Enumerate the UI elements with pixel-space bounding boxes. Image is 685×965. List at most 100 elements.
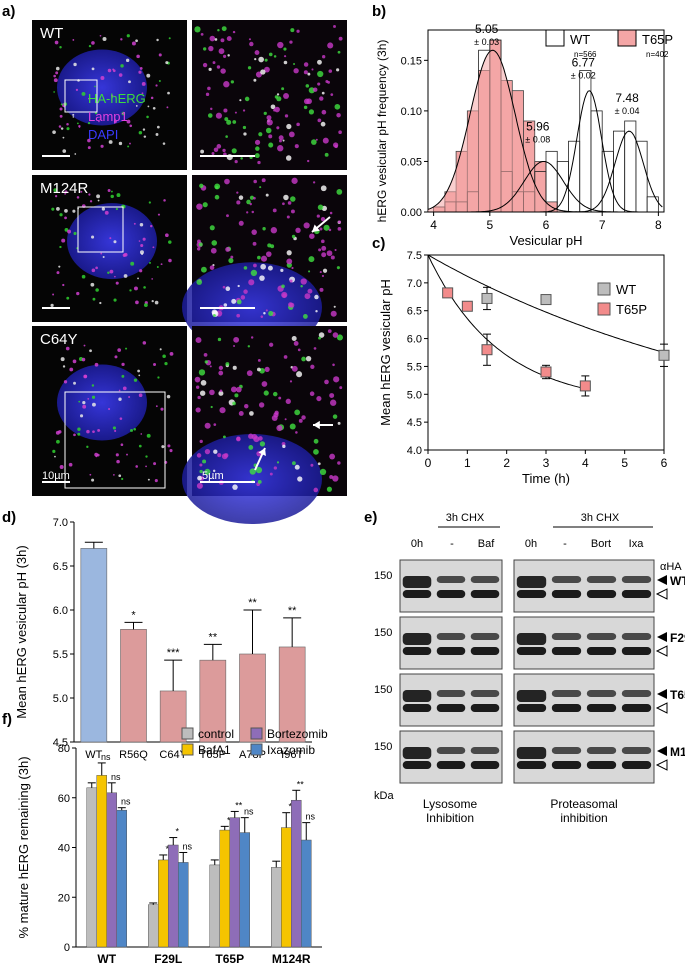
vesicle-dot <box>52 130 56 135</box>
vesicle-dot <box>195 385 200 389</box>
band-core <box>402 647 432 655</box>
vesicle-dot <box>138 374 141 377</box>
band-core <box>516 590 547 598</box>
band-core <box>516 761 547 769</box>
vesicle-dot <box>248 38 252 41</box>
mw-unit: kDa <box>374 790 394 802</box>
vesicle-dot <box>53 78 58 83</box>
vesicle-dot <box>334 144 338 149</box>
channel-legend-ha-herg: HA-hERG <box>88 91 146 106</box>
vesicle-dot <box>64 193 66 195</box>
data-point-wt <box>540 294 552 306</box>
vesicle-dot <box>213 423 217 426</box>
channel-legend-dapi: DAPI <box>88 127 118 142</box>
vesicle-dot <box>113 298 117 302</box>
x-tick-label-t65p: T65P <box>215 952 244 965</box>
significance-c64y: *** <box>167 647 181 659</box>
vesicle-dot <box>87 138 91 143</box>
lane-label-right-0: 0h <box>525 538 537 550</box>
band-mature <box>470 576 500 583</box>
vesicle-dot <box>223 108 228 113</box>
vesicle-dot <box>300 285 303 288</box>
vesicle-dot <box>74 153 77 155</box>
vesicle-dot <box>95 266 98 270</box>
vesicle-dot <box>141 92 144 95</box>
bar-wt-bortezomib <box>106 792 117 948</box>
vesicle-dot <box>303 70 308 75</box>
vesicle-dot <box>307 159 310 163</box>
vesicle-dot <box>237 284 240 288</box>
vesicle-dot <box>225 286 231 292</box>
band-mature <box>436 690 466 697</box>
vesicle-dot <box>147 478 150 481</box>
vesicle-dot <box>107 68 112 73</box>
vesicle-dot <box>329 393 335 399</box>
micrograph-right-0 <box>192 20 347 170</box>
vesicle-dot <box>146 73 151 78</box>
x-tick-label: 5 <box>486 218 493 232</box>
vesicle-dot <box>94 112 98 115</box>
vesicle-dot <box>69 367 74 372</box>
vesicle-dot <box>323 224 330 231</box>
vesicle-dot <box>287 201 292 205</box>
vesicle-dot <box>249 411 254 416</box>
vesicle-dot <box>218 390 224 396</box>
data-point-t65p <box>442 287 454 299</box>
vesicle-dot <box>92 430 95 434</box>
vesicle-dot <box>312 181 316 184</box>
vesicle-dot <box>228 257 234 264</box>
mature-arrowhead <box>657 746 667 756</box>
vesicle-dot <box>225 135 228 138</box>
treatment-label-right: 3h CHX <box>581 512 620 524</box>
vesicle-dot <box>168 37 171 40</box>
vesicle-dot <box>199 183 204 188</box>
vesicle-dot <box>92 297 96 301</box>
vesicle-dot <box>283 60 288 65</box>
vesicle-dot <box>252 241 257 246</box>
vesicle-dot <box>276 461 280 464</box>
y-tick-label: 6.0 <box>53 605 68 617</box>
band-core <box>516 704 547 712</box>
vesicle-dot <box>321 245 327 251</box>
vesicle-dot <box>135 465 138 468</box>
bar-m124r-bortezomib <box>291 799 302 948</box>
vesicle-dot <box>199 439 203 444</box>
data-point-wt <box>658 349 670 361</box>
legend-swatch-t65p <box>617 29 637 47</box>
vesicle-dot <box>242 125 247 130</box>
x-tick-label-i96t: I96T <box>281 749 303 761</box>
x-axis-label: Time (h) <box>522 471 570 486</box>
vesicle-dot <box>273 55 277 58</box>
vesicle-dot <box>138 240 141 242</box>
vesicle-dot <box>162 142 166 145</box>
vesicle-dot <box>329 211 333 215</box>
vesicle-dot <box>311 139 317 145</box>
mw-marker-2: 150 <box>374 684 392 696</box>
vesicle-dot <box>333 25 336 28</box>
vesicle-dot <box>288 131 295 138</box>
legend-label-control: control <box>198 727 234 741</box>
band-mature <box>621 576 652 583</box>
antibody-label: αHA <box>660 561 682 573</box>
vesicle-dot <box>195 407 201 413</box>
vesicle-dot <box>111 94 114 97</box>
vesicle-dot <box>95 288 99 292</box>
vesicle-dot <box>138 130 143 135</box>
mw-marker-1: 150 <box>374 627 392 639</box>
bar-wt-control <box>86 787 97 948</box>
legend-label-bortezomib: Bortezomib <box>267 727 328 741</box>
band-core <box>586 761 617 769</box>
vesicle-dot <box>293 341 299 346</box>
vesicle-dot <box>112 68 115 71</box>
vesicle-dot <box>143 286 146 289</box>
vesicle-dot <box>116 193 121 198</box>
vesicle-dot <box>115 207 118 211</box>
vesicle-dot <box>59 213 63 217</box>
vesicle-dot <box>219 389 223 393</box>
vesicle-dot <box>166 106 169 109</box>
lane-label-left-1: - <box>450 538 454 550</box>
significance-f29l-bafa1: * <box>165 844 169 854</box>
vesicle-dot <box>301 356 306 362</box>
vesicle-dot <box>301 415 306 420</box>
vesicle-dot <box>234 393 239 398</box>
